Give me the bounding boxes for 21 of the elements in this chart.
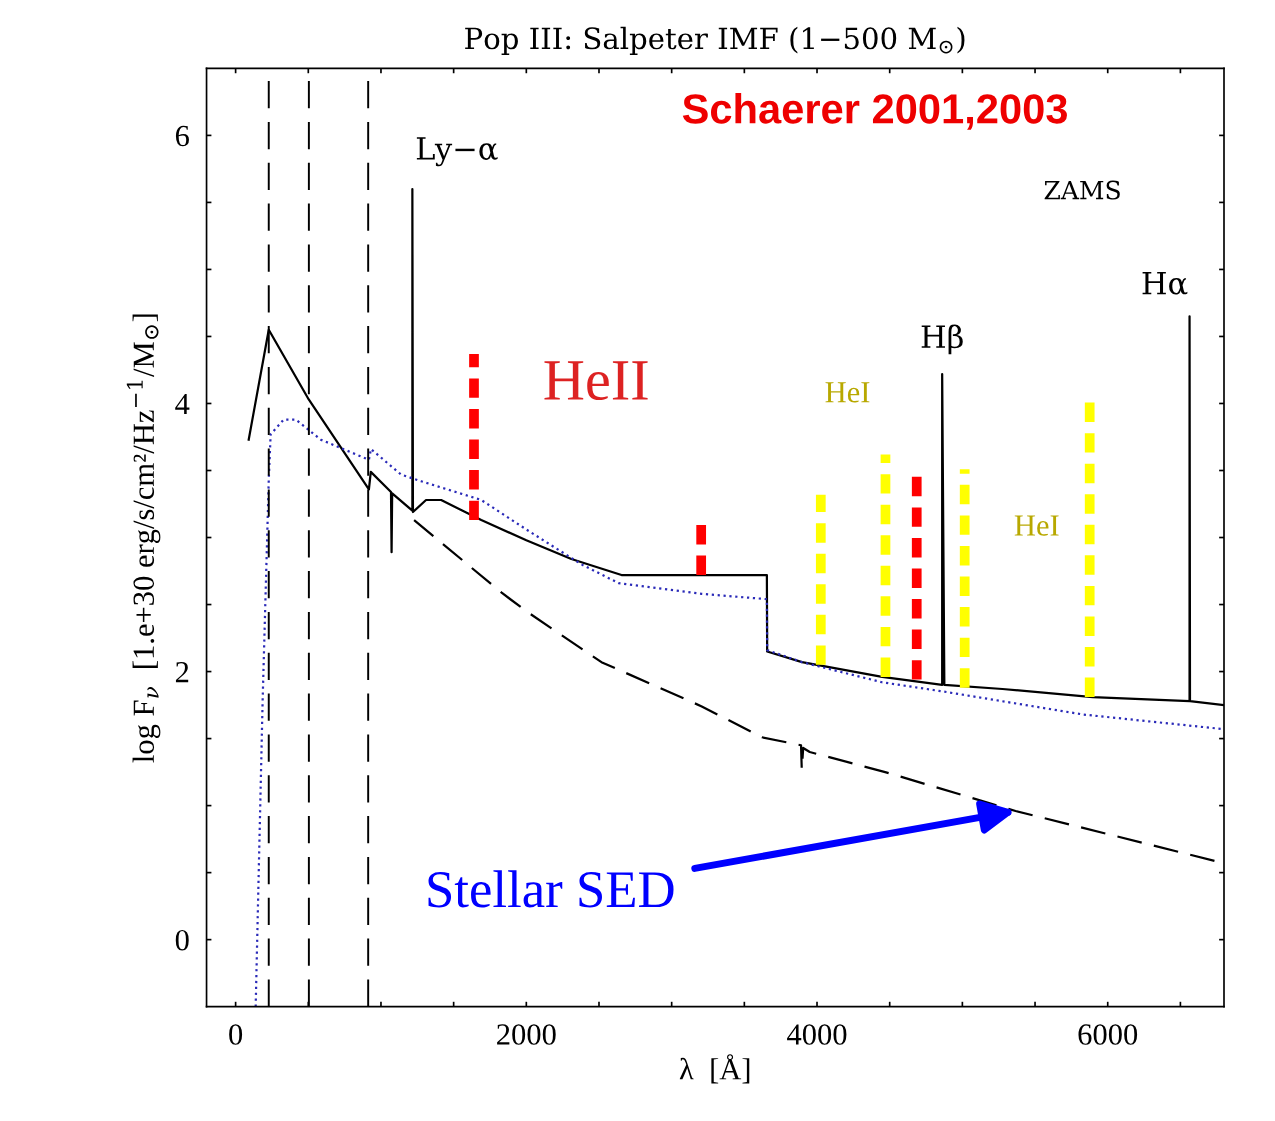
x-axis-title: λ [Å] bbox=[679, 1054, 750, 1084]
chart-title: Pop III: Salpeter IMF (1−500 M$_{⊙}$) bbox=[465, 26, 965, 55]
y-axis-title: log F$_{ν}$ [1.e+30 erg/s/cm²/Hz$^{−1}$/M$_{⊙}$] bbox=[126, 314, 161, 763]
annotation: Hα bbox=[1142, 271, 1188, 295]
annotation: HeI bbox=[825, 382, 870, 403]
y-tick-label: 6 bbox=[175, 125, 189, 147]
x-tick-label: 2000 bbox=[497, 1024, 556, 1045]
annotation: Ly−α bbox=[416, 137, 498, 167]
y-tick-label: 4 bbox=[175, 393, 190, 415]
annotation: ZAMS bbox=[1044, 180, 1120, 200]
annotation: Stellar SED bbox=[428, 870, 674, 908]
line-series bbox=[254, 418, 1224, 1007]
y-tick-label: 0 bbox=[175, 929, 189, 951]
annotation: HeII bbox=[544, 361, 648, 401]
x-tick-label: 4000 bbox=[787, 1024, 847, 1045]
x-tick-label: 6000 bbox=[1078, 1024, 1138, 1045]
x-tick-label: 0 bbox=[229, 1024, 243, 1045]
annotation: HeI bbox=[1014, 515, 1059, 536]
annotation: Schaerer 2001,2003 bbox=[682, 93, 1067, 130]
annotation: Hβ bbox=[921, 324, 963, 355]
y-tick-label: 2 bbox=[175, 661, 189, 683]
